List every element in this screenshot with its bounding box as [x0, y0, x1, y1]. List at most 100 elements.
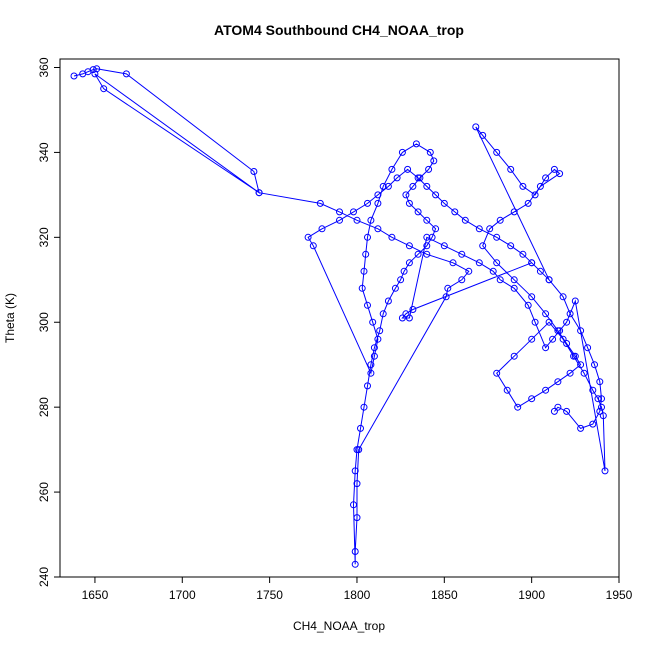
data-point: [374, 225, 382, 233]
data-point: [559, 293, 567, 301]
data-point: [591, 361, 598, 369]
data-point: [472, 123, 480, 131]
data-point: [510, 208, 518, 216]
data-point: [559, 335, 567, 343]
data-point: [405, 314, 413, 322]
data-point: [405, 259, 413, 267]
y-tick-label: 360: [37, 57, 51, 77]
data-point: [442, 293, 450, 301]
data-point: [428, 233, 436, 241]
data-point: [379, 182, 387, 190]
data-point: [353, 216, 361, 224]
data-point: [351, 548, 359, 555]
data-point: [528, 293, 536, 301]
data-point: [571, 297, 579, 305]
plot-area: [59, 58, 620, 578]
data-point: [536, 267, 544, 275]
data-point: [353, 514, 361, 522]
data-point: [367, 361, 375, 369]
y-tick-label: 240: [37, 567, 51, 587]
data-point: [524, 301, 532, 309]
y-tick-label: 280: [37, 397, 51, 417]
data-point: [507, 242, 515, 250]
x-tick-label: 1900: [518, 588, 545, 602]
data-point: [519, 182, 527, 190]
data-point: [479, 131, 487, 139]
y-tick-label: 260: [37, 482, 51, 502]
x-tick-label: 1750: [256, 588, 283, 602]
data-point: [566, 310, 574, 318]
data-point: [316, 199, 324, 207]
data-point: [367, 216, 375, 224]
data-point: [531, 318, 539, 326]
data-point: [577, 327, 585, 335]
data-point: [398, 148, 406, 156]
data-point: [402, 310, 410, 318]
data-point: [374, 335, 382, 343]
data-point: [414, 208, 422, 216]
data-point: [580, 369, 588, 377]
data-point: [486, 225, 494, 233]
data-point: [89, 66, 97, 74]
data-point: [423, 250, 431, 258]
y-axis-label: Theta (K): [3, 293, 17, 343]
data-point: [409, 306, 417, 313]
data-point: [362, 250, 370, 258]
data-point: [536, 182, 544, 190]
data-point: [489, 267, 497, 275]
data-point: [432, 191, 440, 199]
series-line: [73, 68, 606, 565]
data-point: [566, 369, 574, 377]
data-point: [496, 216, 504, 224]
data-point: [528, 395, 536, 403]
data-point: [353, 446, 361, 454]
data-point: [496, 276, 504, 284]
data-point: [393, 174, 401, 182]
data-point: [432, 225, 440, 233]
data-point: [376, 327, 384, 335]
chart-title: ATOM4 Southbound CH4_NOAA_trop: [214, 22, 464, 38]
data-point: [444, 284, 452, 292]
x-tick-label: 1950: [606, 588, 633, 602]
data-point: [374, 191, 382, 199]
data-point: [409, 182, 417, 190]
data-point: [542, 344, 550, 352]
data-point: [414, 250, 422, 258]
data-point: [542, 310, 550, 318]
data-point: [458, 250, 466, 258]
data-point: [358, 284, 366, 292]
x-tick-label: 1650: [82, 588, 109, 602]
data-point: [570, 352, 578, 360]
data-point: [374, 199, 382, 207]
data-point: [594, 395, 602, 403]
data-point: [388, 165, 396, 173]
data-point: [91, 70, 99, 78]
data-point: [304, 233, 312, 241]
data-point: [364, 301, 371, 309]
data-point: [503, 386, 511, 394]
data-series: [70, 65, 609, 568]
data-point: [598, 403, 605, 411]
data-point: [510, 284, 518, 292]
data-point: [451, 208, 459, 216]
data-point: [528, 259, 536, 267]
data-point: [336, 208, 343, 216]
data-point: [384, 182, 392, 190]
data-point: [563, 340, 571, 347]
data-point: [475, 259, 483, 267]
data-point: [367, 369, 375, 377]
data-point: [577, 424, 585, 432]
data-point: [449, 259, 457, 267]
y-tick-label: 340: [37, 142, 51, 162]
data-point: [369, 318, 377, 326]
data-point: [357, 424, 364, 432]
data-point: [414, 174, 422, 182]
data-point: [542, 386, 550, 394]
y-tick-label: 320: [37, 227, 51, 247]
data-point: [351, 560, 359, 568]
y-axis: 240 260 280 300 320 340 360: [37, 57, 60, 587]
data-point: [309, 242, 317, 250]
data-point: [556, 327, 564, 335]
data-point: [370, 344, 378, 352]
data-point: [353, 480, 361, 488]
